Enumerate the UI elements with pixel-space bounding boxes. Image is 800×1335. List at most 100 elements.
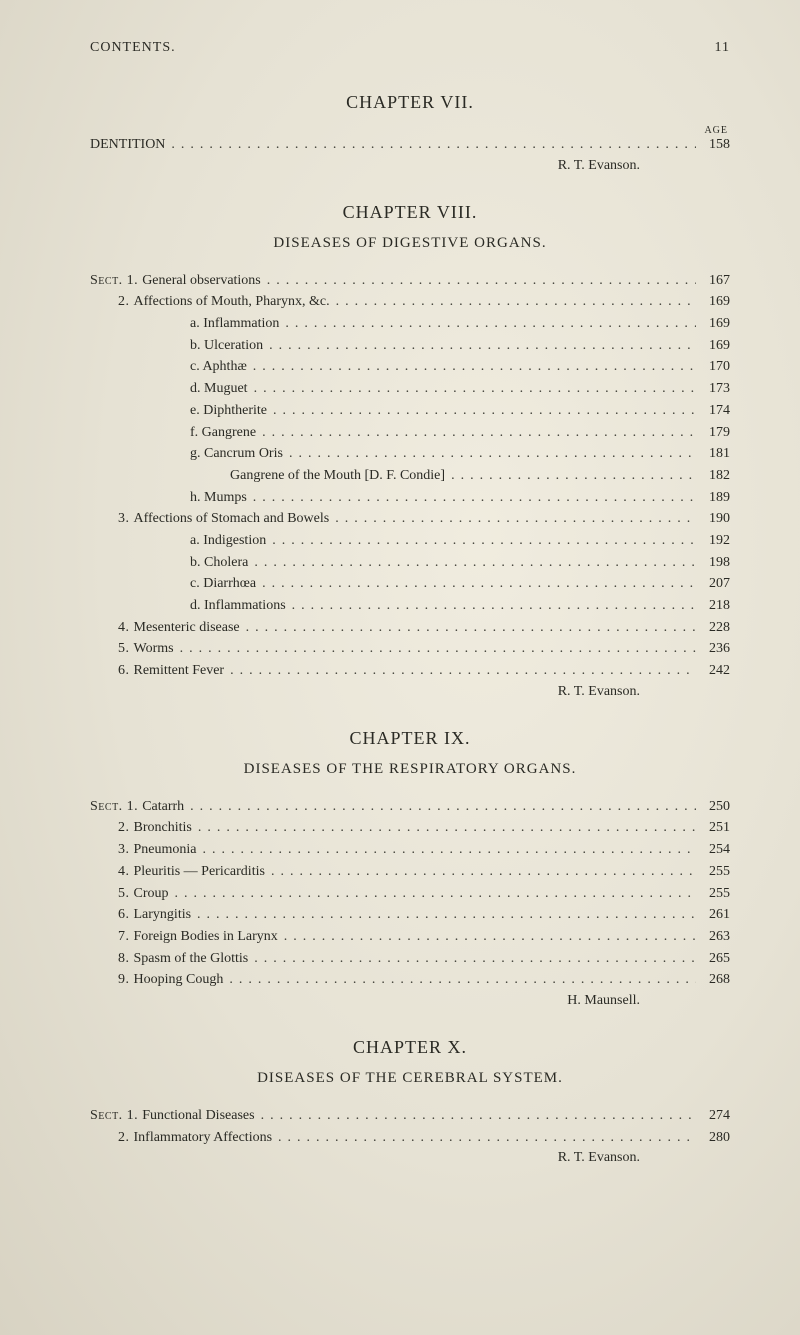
toc-page-number: 254: [696, 839, 730, 861]
dot-leader: ........................................…: [278, 926, 696, 948]
running-head: CONTENTS. 11: [90, 40, 730, 56]
toc-row: c. Diarrhœa.............................…: [90, 573, 730, 595]
chapter-title: CHAPTER IX.: [90, 728, 730, 749]
toc-page-number: 250: [696, 796, 730, 818]
toc-label: b. Ulceration: [190, 335, 263, 357]
toc-row: 9. Hooping Cough........................…: [90, 969, 730, 991]
toc-label: 2. Affections of Mouth, Pharynx, &c.: [118, 291, 330, 313]
toc-page-number: 261: [696, 904, 730, 926]
toc-row: Sect. 1. General observations...........…: [90, 270, 730, 292]
dot-leader: ........................................…: [197, 839, 697, 861]
dot-leader: ........................................…: [330, 291, 696, 313]
toc-page-number: 167: [696, 270, 730, 292]
toc-page-number: 173: [696, 378, 730, 400]
toc-row: 7. Foreign Bodies in Larynx.............…: [90, 926, 730, 948]
dot-leader: ........................................…: [266, 530, 696, 552]
toc-label: e. Diphtherite: [190, 400, 267, 422]
dot-leader: ........................................…: [248, 552, 696, 574]
toc-label: 6. Remittent Fever: [118, 660, 224, 682]
chapter-author: R. T. Evanson.: [90, 684, 730, 700]
toc-label: 2. Inflammatory Affections: [118, 1127, 272, 1149]
dot-leader: ........................................…: [265, 861, 696, 883]
toc-label: Sect. 1. General observations: [90, 270, 261, 292]
dot-leader: ........................................…: [169, 883, 697, 905]
dot-leader: ........................................…: [191, 904, 696, 926]
sect-label: 6.: [118, 663, 134, 678]
toc-page-number: 189: [696, 487, 730, 509]
dot-leader: ........................................…: [184, 796, 696, 818]
toc-row: Gangrene of the Mouth [D. F. Condie]....…: [90, 465, 730, 487]
toc-row: d. Inflammations........................…: [90, 595, 730, 617]
toc-page-number: 218: [696, 595, 730, 617]
chapter-author: H. Maunsell.: [90, 993, 730, 1009]
toc-page-number: 228: [696, 617, 730, 639]
sect-label: Sect. 1.: [90, 273, 142, 288]
toc-row: d. Muguet...............................…: [90, 378, 730, 400]
toc-row: 3. Pneumonia............................…: [90, 839, 730, 861]
dot-leader: ........................................…: [165, 134, 696, 156]
toc-row: f. Gangrene.............................…: [90, 422, 730, 444]
toc-page-number: 181: [696, 443, 730, 465]
toc-label: d. Inflammations: [190, 595, 286, 617]
section-title: DISEASES OF THE CEREBRAL SYSTEM.: [90, 1070, 730, 1087]
dot-leader: ........................................…: [248, 948, 696, 970]
toc-page-number: 170: [696, 356, 730, 378]
page: CONTENTS. 11 CHAPTER VII.AGEDENTITION...…: [0, 0, 800, 1335]
toc-label: g. Cancrum Oris: [190, 443, 283, 465]
toc-label: Sect. 1. Catarrh: [90, 796, 184, 818]
toc-row: b. Cholera..............................…: [90, 552, 730, 574]
dot-leader: ........................................…: [224, 660, 696, 682]
toc-row: g. Cancrum Oris.........................…: [90, 443, 730, 465]
toc-row: e. Diphtherite..........................…: [90, 400, 730, 422]
toc-page-number: 192: [696, 530, 730, 552]
toc-page-number: 274: [696, 1105, 730, 1127]
toc-page-number: 207: [696, 573, 730, 595]
dot-leader: ........................................…: [261, 270, 696, 292]
toc-label: 8. Spasm of the Glottis: [118, 948, 248, 970]
dot-leader: ........................................…: [223, 969, 696, 991]
sect-label: 3.: [118, 511, 134, 526]
toc-row: 3. Affections of Stomach and Bowels.....…: [90, 508, 730, 530]
toc-label: f. Gangrene: [190, 422, 256, 444]
toc-page-number: 255: [696, 861, 730, 883]
toc-page-number: 263: [696, 926, 730, 948]
toc-label: 4. Mesenteric disease: [118, 617, 240, 639]
dot-leader: ........................................…: [174, 638, 696, 660]
sect-label: 5.: [118, 886, 134, 901]
dot-leader: ........................................…: [445, 465, 696, 487]
sect-label: 4.: [118, 864, 134, 879]
sect-label: 9.: [118, 972, 134, 987]
dot-leader: ........................................…: [267, 400, 696, 422]
chapter-title: CHAPTER VIII.: [90, 202, 730, 223]
dot-leader: ........................................…: [255, 1105, 696, 1127]
toc-row: 6. Laryngitis...........................…: [90, 904, 730, 926]
sect-label: 2.: [118, 820, 134, 835]
toc-page-number: 158: [696, 134, 730, 156]
sect-label: Sect. 1.: [90, 1108, 142, 1123]
toc-row: 2. Affections of Mouth, Pharynx, &c.....…: [90, 291, 730, 313]
toc-label: 7. Foreign Bodies in Larynx: [118, 926, 278, 948]
toc-row: DENTITION...............................…: [90, 134, 730, 156]
toc-row: a. Indigestion..........................…: [90, 530, 730, 552]
toc-page-number: 236: [696, 638, 730, 660]
sect-label: 7.: [118, 929, 134, 944]
dot-leader: ........................................…: [286, 595, 696, 617]
chapter-title: CHAPTER X.: [90, 1037, 730, 1058]
toc-label: 2. Bronchitis: [118, 817, 192, 839]
toc-label: c. Aphthæ: [190, 356, 247, 378]
toc-row: 4. Pleuritis — Pericarditis.............…: [90, 861, 730, 883]
sect-label: 5.: [118, 641, 134, 656]
dot-leader: ........................................…: [283, 443, 696, 465]
sect-label: 3.: [118, 842, 134, 857]
dot-leader: ........................................…: [263, 335, 696, 357]
toc-page-number: 169: [696, 291, 730, 313]
toc-row: 4. Mesenteric disease...................…: [90, 617, 730, 639]
toc-label: 3. Affections of Stomach and Bowels: [118, 508, 329, 530]
toc-label: 5. Croup: [118, 883, 169, 905]
toc-label: a. Inflammation: [190, 313, 279, 335]
sect-label: 2.: [118, 1130, 134, 1145]
sect-label: 2.: [118, 294, 134, 309]
chapter-title: CHAPTER VII.: [90, 92, 730, 113]
toc-label: 4. Pleuritis — Pericarditis: [118, 861, 265, 883]
dot-leader: ........................................…: [192, 817, 696, 839]
